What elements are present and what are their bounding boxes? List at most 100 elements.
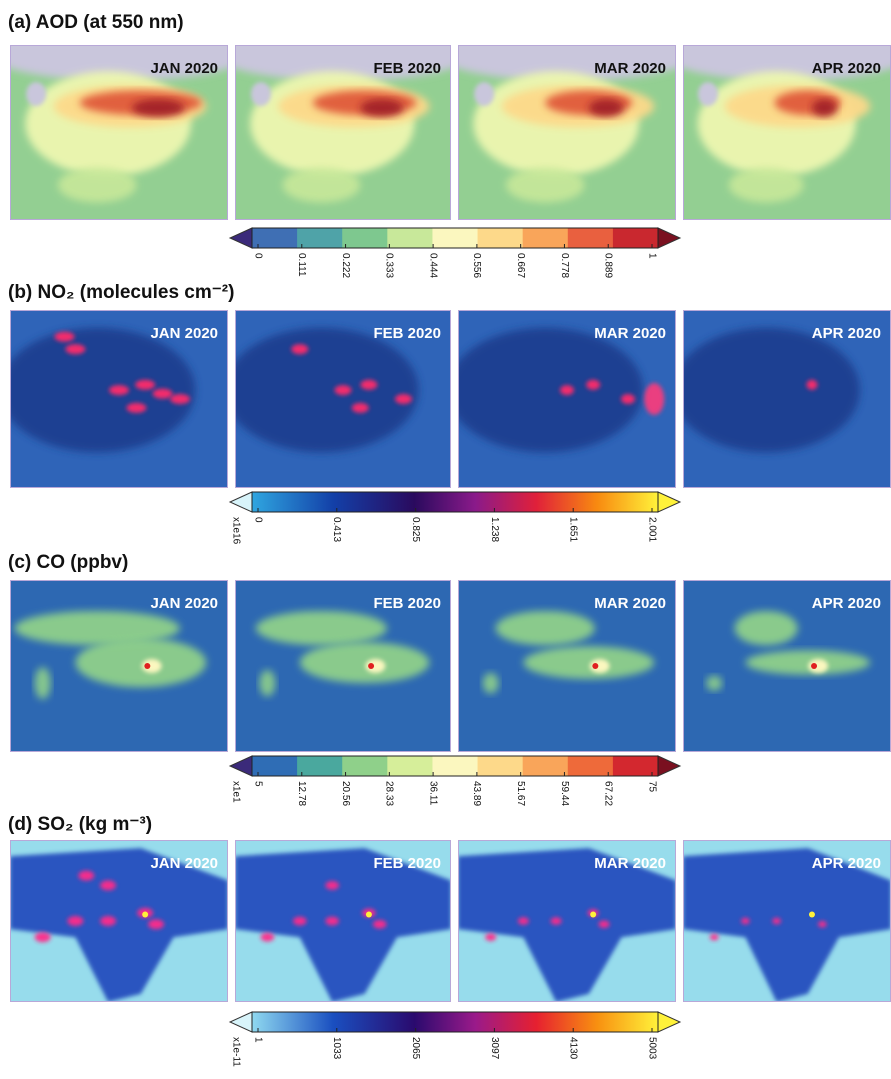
colorbar-bin — [432, 756, 479, 776]
colorbar-bin — [297, 756, 343, 776]
colorbar-tick-label: 1 — [252, 1037, 263, 1043]
colorbar-tick-label: 36.11 — [427, 781, 438, 806]
co-band — [523, 646, 655, 679]
colorbar-bin — [567, 228, 614, 248]
colorbar-frame — [251, 1011, 659, 1033]
map-panel: APR 2020 — [683, 580, 891, 752]
map — [235, 45, 451, 220]
land — [683, 848, 891, 1002]
colorbar-tick-label: 0.778 — [559, 253, 570, 278]
hotspot — [293, 916, 307, 926]
month-label: JAN 2020 — [150, 60, 218, 77]
aerosol-south — [57, 167, 137, 203]
colorbar-bin — [612, 756, 659, 776]
land — [10, 848, 228, 1002]
map-border — [10, 45, 228, 220]
colorbar-multiplier: x1e16 — [230, 517, 241, 545]
map — [10, 310, 228, 488]
hotspot — [78, 870, 95, 881]
map-panel: FEB 2020 — [235, 45, 451, 220]
colorbar-bin — [522, 756, 569, 776]
colorbar-frame — [251, 227, 659, 249]
map-panel: APR 2020 — [683, 45, 891, 220]
hotspot — [109, 385, 129, 396]
panel-title: (d) SO₂ (kg m⁻³) — [8, 814, 152, 835]
hotspot — [65, 344, 86, 355]
aerosol-peak — [811, 99, 837, 117]
map — [235, 310, 451, 488]
colorbar-tick-label: 1033 — [331, 1037, 342, 1060]
map — [235, 580, 451, 752]
hotspot — [135, 379, 156, 390]
colorbar-tick-label: 0.825 — [410, 517, 421, 542]
co-band — [734, 610, 798, 646]
hotspot — [586, 379, 601, 390]
map — [10, 580, 228, 752]
colorbar-tick-label: 5003 — [646, 1037, 657, 1060]
colorbar-bin — [432, 228, 479, 248]
co-band — [255, 610, 388, 646]
colorbar-tick-label: 0 — [252, 253, 263, 259]
map — [458, 45, 676, 220]
mountains — [458, 45, 676, 81]
colorbar-bin — [522, 228, 569, 248]
month-label: APR 2020 — [812, 325, 881, 342]
map — [10, 840, 228, 1002]
map-border — [235, 310, 451, 488]
hotspot — [34, 932, 51, 943]
lake — [26, 82, 47, 106]
map-border — [458, 580, 676, 752]
colorbar-arrow — [657, 755, 682, 777]
colorbar-tick-label: 0.444 — [427, 253, 438, 278]
hotspot — [152, 388, 173, 399]
map-panel: JAN 2020 — [10, 580, 228, 752]
hotspot — [550, 917, 562, 925]
aerosol-peak — [132, 99, 185, 117]
hotspot — [360, 379, 378, 390]
map-border — [458, 840, 676, 1002]
colorbar-tick-label: 43.89 — [471, 781, 482, 806]
colorbar-tick-label: 59.44 — [559, 781, 570, 806]
hotspot — [334, 385, 352, 396]
colorbar-tick-label: 28.33 — [384, 781, 395, 806]
colorbar-tick-label: 0.333 — [384, 253, 395, 278]
so2-peak — [808, 911, 815, 918]
lake — [250, 82, 271, 106]
colorbar-tick-label: 0.222 — [340, 253, 351, 278]
land — [683, 327, 860, 453]
hotspot — [351, 402, 369, 413]
hotspot — [148, 919, 165, 930]
colorbar-tick-label: 0.556 — [471, 253, 482, 278]
hotspot — [100, 880, 117, 891]
colorbar-multiplier: x1e1 — [230, 781, 241, 803]
co-patch — [259, 670, 276, 697]
land — [235, 327, 419, 453]
map — [458, 580, 676, 752]
month-label: FEB 2020 — [373, 595, 441, 612]
co-high — [808, 659, 829, 673]
month-label: MAR 2020 — [594, 60, 666, 77]
month-label: MAR 2020 — [594, 855, 666, 872]
land — [10, 327, 196, 453]
aerosol-south — [728, 167, 804, 203]
colorbar-arrow — [657, 1011, 682, 1033]
map-panel: MAR 2020 — [458, 310, 676, 488]
colorbar-bin — [342, 756, 388, 776]
map-panel: JAN 2020 — [10, 310, 228, 488]
mountains — [10, 45, 228, 81]
colorbar-arrow — [228, 755, 253, 777]
colorbar-tick-label: 12.78 — [296, 781, 307, 806]
hotspot — [260, 932, 275, 942]
hotspot — [372, 919, 387, 929]
map-panel: JAN 2020 — [10, 45, 228, 220]
hotspot — [485, 933, 497, 941]
hotspot — [709, 934, 719, 941]
map-border — [235, 840, 451, 1002]
hotspot — [54, 331, 75, 342]
month-label: FEB 2020 — [373, 325, 441, 342]
colorbar-bin — [567, 756, 614, 776]
colorbar-bin — [387, 228, 433, 248]
so2-peak — [142, 911, 149, 918]
colorbar-gradient — [252, 492, 658, 512]
panel-title: (a) AOD (at 550 nm) — [8, 12, 184, 33]
